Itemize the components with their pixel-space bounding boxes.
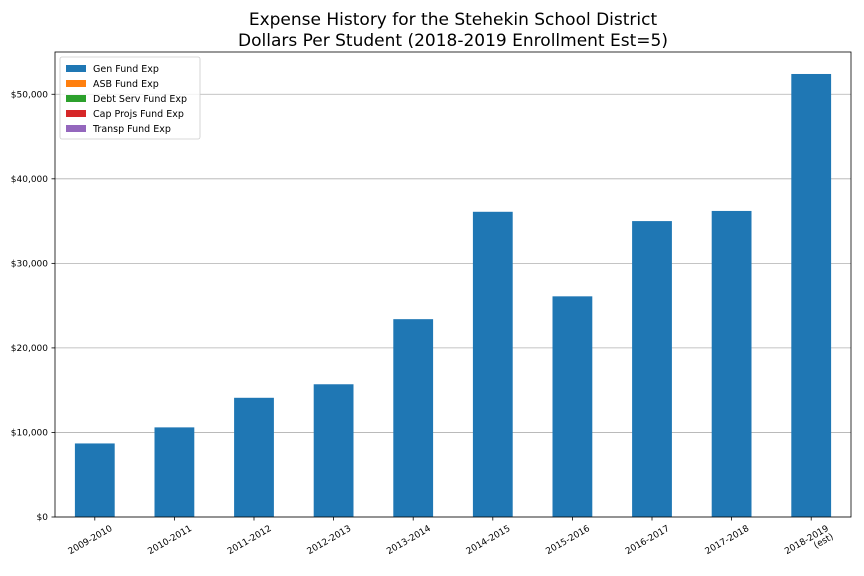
x-tick-label-line: 2010-2011 (146, 524, 193, 557)
x-tick-label: 2009-2010 (67, 524, 115, 557)
y-axis-ticks: $0 $10,000 $20,000 $30,000 $40,000 $50,000 (11, 90, 55, 523)
legend-label: Cap Projs Fund Exp (93, 109, 184, 120)
x-tick-label: 2016-2017 (624, 524, 671, 557)
chart-title-line-2: Dollars Per Student (2018-2019 Enrollmen… (238, 31, 668, 51)
bar (234, 397, 274, 517)
y-tick-label: $0 (37, 513, 49, 523)
x-tick-label-line: 2011-2012 (226, 524, 273, 557)
x-tick-label: 2018-2019(est) (783, 524, 835, 566)
legend-swatch (66, 110, 86, 117)
x-tick-label: 2013-2014 (385, 524, 433, 557)
x-tick-label-line: 2009-2010 (67, 524, 115, 557)
legend: Gen Fund Exp ASB Fund Exp Debt Serv Fund E… (59, 56, 201, 140)
bar (393, 319, 434, 517)
x-tick-label: 2012-2013 (306, 524, 353, 557)
x-tick-label-line: 2012-2013 (306, 524, 353, 557)
x-tick-label: 2015-2016 (544, 524, 592, 557)
legend-label: Gen Fund Exp (93, 64, 159, 75)
bar (791, 73, 832, 518)
bar (552, 296, 593, 517)
bar (472, 211, 513, 518)
bar (313, 384, 354, 517)
bars (74, 73, 832, 518)
bar (74, 443, 115, 517)
y-tick-label: $20,000 (11, 344, 48, 354)
legend-label: Debt Serv Fund Exp (93, 94, 187, 105)
x-tick-label-line: 2016-2017 (624, 524, 671, 557)
y-tick-label: $40,000 (11, 175, 48, 185)
x-tick-label-line: 2015-2016 (544, 524, 592, 557)
legend-swatch (66, 80, 86, 87)
chart-title-line-1: Expense History for the Stehekin School … (249, 10, 658, 30)
legend-swatch (66, 95, 86, 102)
x-tick-label: 2010-2011 (146, 524, 193, 557)
plot-frame (54, 51, 852, 518)
y-tick-label: $30,000 (11, 259, 48, 269)
bar (711, 210, 752, 518)
legend-swatch (66, 125, 86, 132)
x-tick-label: 2011-2012 (226, 524, 273, 557)
x-tick-label: 2014-2015 (465, 524, 512, 557)
y-tick-label: $50,000 (11, 90, 48, 100)
x-tick-label-line: 2013-2014 (385, 524, 433, 557)
legend-swatch (66, 65, 86, 72)
bar (154, 427, 195, 517)
x-axis-ticks: 2009-2010 2010-2011 2011-2012 2012-2013 2013… (67, 517, 835, 566)
y-tick-label: $10,000 (11, 428, 48, 438)
legend-label: Transp Fund Exp (92, 124, 171, 135)
bar (632, 221, 672, 517)
legend-box (59, 56, 201, 140)
x-tick-label-line: 2014-2015 (465, 524, 512, 557)
x-tick-label: 2017-2018 (704, 524, 752, 557)
legend-label: ASB Fund Exp (93, 79, 159, 90)
x-tick-label-line: 2017-2018 (704, 524, 752, 557)
